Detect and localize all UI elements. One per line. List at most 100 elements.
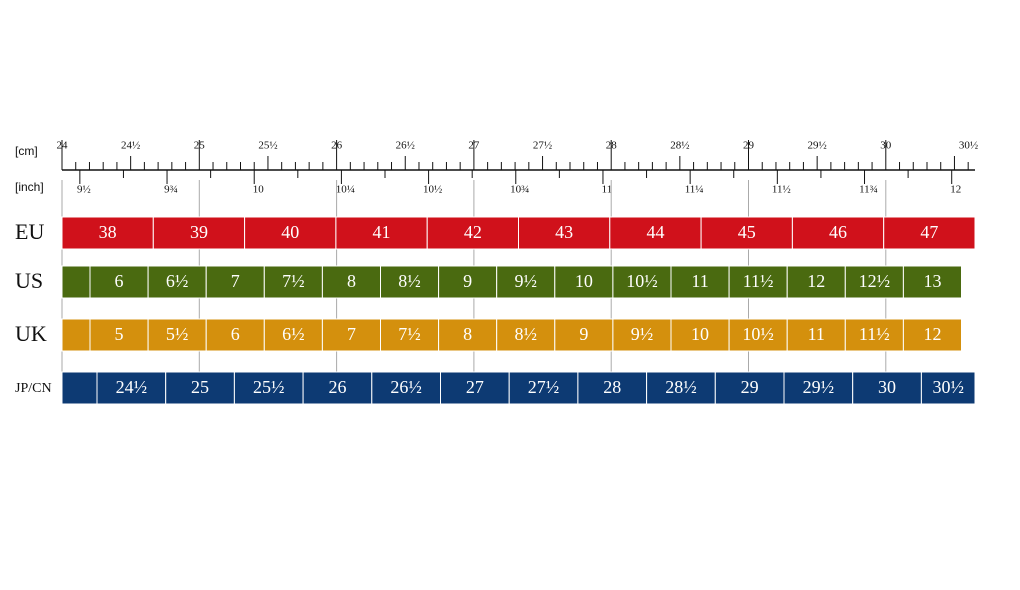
size-label: 8	[463, 324, 472, 344]
size-label: 8	[347, 271, 356, 291]
size-label: 10	[691, 324, 709, 344]
size-label: 6	[231, 324, 240, 344]
inch-label: 9¾	[164, 184, 178, 196]
size-cell	[670, 265, 730, 299]
size-label: 26½	[390, 377, 422, 397]
inch-label: 12	[950, 184, 961, 196]
size-cell	[302, 371, 373, 405]
size-cell	[263, 265, 323, 299]
size-label: 11½	[859, 324, 890, 344]
lead-cell	[61, 371, 98, 405]
size-label: 7	[347, 324, 356, 344]
size-label: 7	[231, 271, 240, 291]
inch-label: 11¼	[685, 184, 704, 196]
lead-cell	[61, 318, 91, 352]
size-label: 11½	[743, 271, 774, 291]
row-label: EU	[15, 219, 44, 244]
size-label: 44	[646, 222, 664, 242]
size-label: 12½	[859, 271, 891, 291]
cm-label: 27½	[533, 140, 552, 152]
size-cell	[165, 371, 235, 405]
inch-label: 11	[602, 184, 613, 196]
inch-label: 10½	[423, 184, 442, 196]
cm-label: 25	[194, 140, 206, 152]
size-label: 12	[923, 324, 941, 344]
size-cell	[438, 265, 498, 299]
cm-label: 28	[606, 140, 618, 152]
size-label: 7½	[398, 324, 421, 344]
cm-label: 29½	[808, 140, 827, 152]
size-label: 5	[115, 324, 124, 344]
row-label: UK	[15, 321, 47, 346]
size-cell	[883, 216, 976, 250]
size-label: 5½	[166, 324, 189, 344]
inch-label: 10¼	[336, 184, 355, 196]
size-cell	[714, 371, 785, 405]
size-label: 39	[190, 222, 208, 242]
size-cell	[321, 265, 381, 299]
size-cell	[205, 318, 265, 352]
size-cell	[518, 216, 611, 250]
cm-label: 25½	[258, 140, 277, 152]
size-label: 28½	[665, 377, 697, 397]
size-label: 29	[741, 377, 759, 397]
size-cell	[902, 318, 963, 352]
lead-cell	[61, 265, 91, 299]
size-cell	[205, 265, 265, 299]
size-cell	[577, 371, 648, 405]
size-cell	[791, 216, 885, 250]
cm-label: 26	[331, 140, 343, 152]
cm-label: 26½	[396, 140, 415, 152]
size-label: 40	[281, 222, 299, 242]
size-label: 27½	[528, 377, 560, 397]
size-label: 26	[328, 377, 346, 397]
cm-label: 30½	[959, 140, 978, 152]
cm-label: 29	[743, 140, 755, 152]
size-cell	[728, 318, 788, 352]
size-label: 13	[923, 271, 941, 291]
size-cell	[783, 371, 854, 405]
size-cell	[496, 318, 556, 352]
size-cell	[554, 318, 614, 352]
size-label: 45	[738, 222, 756, 242]
size-label: 10½	[626, 271, 658, 291]
row-label: US	[15, 268, 43, 293]
size-cell	[438, 318, 498, 352]
size-cell	[496, 265, 556, 299]
inch-label: 10¾	[510, 184, 529, 196]
size-label: 38	[99, 222, 117, 242]
cm-label: 27	[468, 140, 480, 152]
size-label: 7½	[282, 271, 305, 291]
size-cell	[844, 318, 904, 352]
size-cell	[371, 371, 441, 405]
size-label: 30½	[932, 377, 964, 397]
size-cell	[321, 318, 381, 352]
size-label: 9½	[631, 324, 654, 344]
inch-label: 11½	[772, 184, 791, 196]
size-label: 12	[807, 271, 825, 291]
inch-unit: [inch]	[15, 180, 44, 194]
cm-label: 24	[57, 140, 69, 152]
inch-label: 9½	[77, 184, 91, 196]
size-label: 10½	[742, 324, 774, 344]
cm-label: 30	[880, 140, 892, 152]
size-label: 41	[373, 222, 391, 242]
cm-unit: [cm]	[15, 144, 38, 158]
size-label: 8½	[515, 324, 538, 344]
size-cell	[89, 318, 149, 352]
size-label: 24½	[116, 377, 148, 397]
size-cell	[728, 265, 788, 299]
size-label: 27	[466, 377, 484, 397]
inch-label: 11¾	[859, 184, 878, 196]
size-label: 6½	[166, 271, 189, 291]
size-label: 11	[808, 324, 825, 344]
inch-label: 10	[253, 184, 265, 196]
size-cell	[244, 216, 337, 250]
size-label: 11	[691, 271, 708, 291]
size-label: 10	[575, 271, 593, 291]
size-cell	[852, 371, 922, 405]
size-cell	[263, 318, 323, 352]
size-cell	[508, 371, 579, 405]
size-cell	[902, 265, 963, 299]
